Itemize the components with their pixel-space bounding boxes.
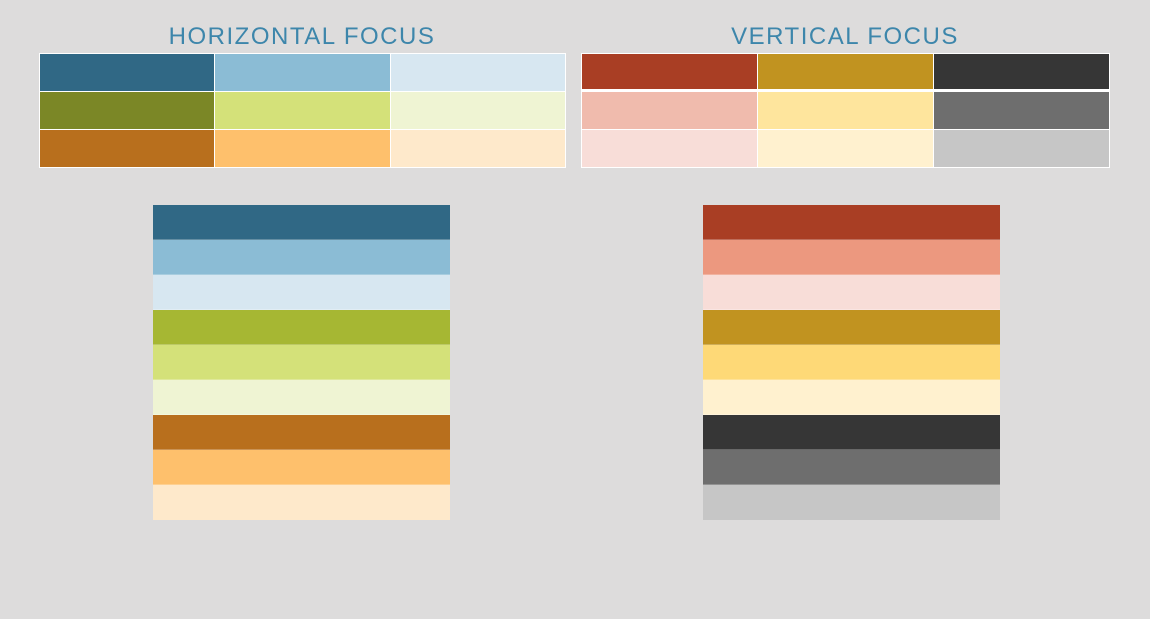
vertical-band-3 [703,275,1000,310]
horizontal-swatch-r1-c3 [390,54,565,91]
vertical-band-4 [703,310,1000,345]
horizontal-swatch-r2-c3 [390,92,565,129]
vertical-swatch-r3-c1 [582,130,757,167]
vertical-swatch-r1-c1 [582,54,757,91]
horizontal-swatch-r2-c2 [215,92,390,129]
horizontal-band-5 [153,345,450,380]
vertical-band-5 [703,345,1000,380]
vertical-focus-title: VERTICAL FOCUS [731,23,959,50]
vertical-focus-grid [581,53,1110,168]
vertical-band-8 [703,450,1000,485]
horizontal-swatch-r1-c1 [40,54,215,91]
horizontal-swatch-r1-c2 [215,54,390,91]
horizontal-focus-grid [39,53,566,168]
horizontal-band-6 [153,380,450,415]
vertical-swatch-r1-c3 [934,54,1109,91]
horizontal-swatch-r2-c1 [40,92,215,129]
horizontal-band-2 [153,240,450,275]
horizontal-band-1 [153,205,450,240]
vertical-band-7 [703,415,1000,450]
vertical-band-6 [703,380,1000,415]
vertical-band-9 [703,485,1000,520]
vertical-focus-stack [703,205,1000,520]
vertical-swatch-r1-c2 [758,54,933,91]
vertical-swatch-r2-c3 [934,92,1109,129]
horizontal-band-9 [153,485,450,520]
horizontal-focus-stack [153,205,450,520]
vertical-band-1 [703,205,1000,240]
vertical-band-2 [703,240,1000,275]
vertical-swatch-r2-c1 [582,92,757,129]
horizontal-band-4 [153,310,450,345]
horizontal-band-8 [153,450,450,485]
vertical-swatch-r2-c2 [758,92,933,129]
horizontal-swatch-r3-c2 [215,130,390,167]
horizontal-band-3 [153,275,450,310]
vertical-swatch-r3-c2 [758,130,933,167]
vertical-swatch-r3-c3 [934,130,1109,167]
horizontal-band-7 [153,415,450,450]
horizontal-swatch-r3-c3 [390,130,565,167]
horizontal-focus-title: HORIZONTAL FOCUS [168,23,436,50]
horizontal-swatch-r3-c1 [40,130,215,167]
